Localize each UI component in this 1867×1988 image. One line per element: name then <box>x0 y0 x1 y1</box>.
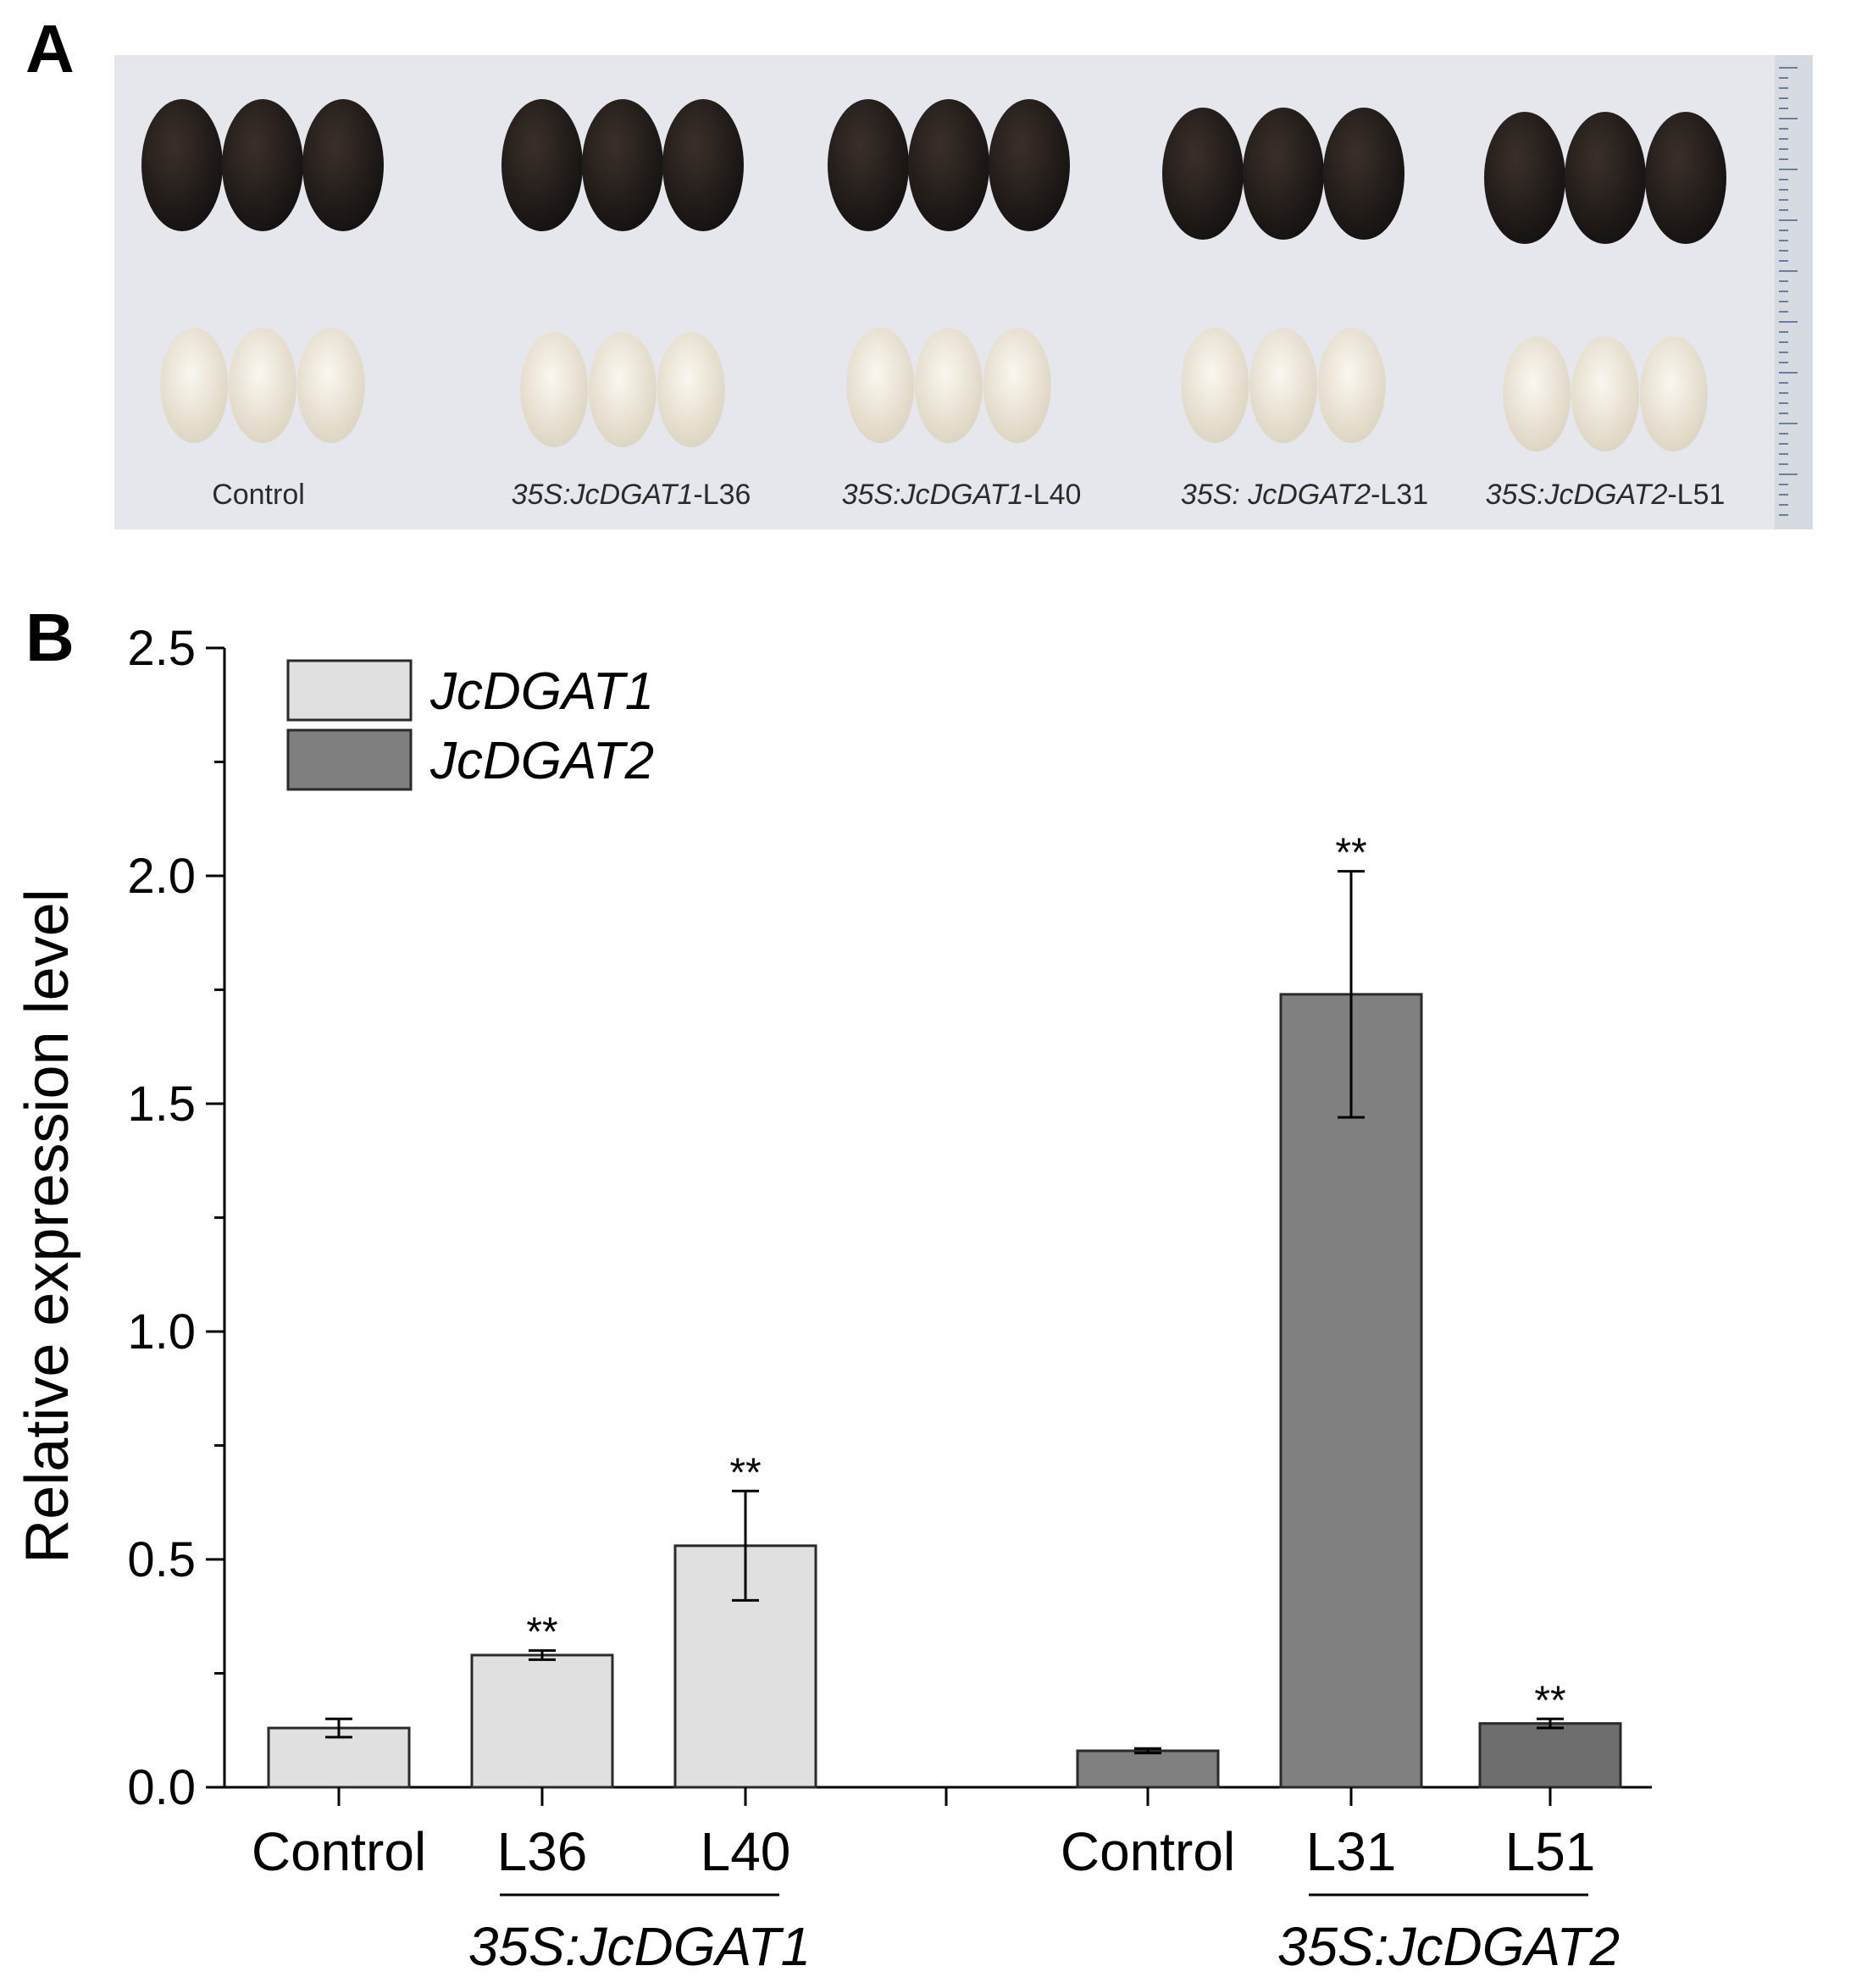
kernel-2-1 <box>520 332 589 447</box>
kernel-4-3 <box>1317 328 1386 443</box>
seed-images <box>141 99 1726 451</box>
y-tick-label: 1.0 <box>127 1304 196 1359</box>
significance-marker-6: ** <box>1534 1678 1565 1723</box>
seed-coat-1-1 <box>141 99 223 231</box>
kernel-3-1 <box>846 328 915 443</box>
x-tick-label-5: L31 <box>1306 1821 1397 1882</box>
seed-coat-2-1 <box>501 99 583 231</box>
legend-label-1: JcDGAT1 <box>429 662 654 721</box>
photo-label-4: 35S: JcDGAT2-L31 <box>1181 479 1428 511</box>
significance-marker-3: ** <box>729 1450 761 1495</box>
group-label-2: 35S:JcDGAT2 <box>1277 1916 1620 1977</box>
kernel-4-1 <box>1181 328 1249 443</box>
seed-coat-3-2 <box>908 99 989 231</box>
legend-label-2: JcDGAT2 <box>429 732 654 790</box>
kernel-5-1 <box>1503 336 1571 451</box>
panel-a: A Control 35S:JcDGAT1-L36 35S:JcDGAT1-L40 3… <box>25 11 1813 529</box>
photo-label-2: 35S:JcDGAT1-L36 <box>512 479 751 511</box>
y-tick-label: 0.5 <box>127 1532 196 1587</box>
legend-swatch-1 <box>286 659 413 722</box>
photo-label-3: 35S:JcDGAT1-L40 <box>842 479 1082 511</box>
panel-b: B 0.0 0.5 1.0 1.5 2.0 2.5 Relative expression … <box>14 600 1652 1977</box>
kernel-1-1 <box>160 328 229 443</box>
bar-5 <box>1279 993 1423 1789</box>
seed-coat-3-3 <box>989 99 1070 231</box>
y-tick-label: 2.0 <box>127 849 196 904</box>
ruler-ticks <box>1779 67 1798 516</box>
photo-label-1: Control <box>212 479 305 511</box>
seed-coat-3-1 <box>828 99 909 231</box>
significance-marker-5: ** <box>1335 831 1366 876</box>
x-tick-label-4: Control <box>1061 1821 1235 1882</box>
x-tick-label-2: L36 <box>497 1821 588 1882</box>
kernel-1-2 <box>229 328 296 443</box>
x-tick-label-6: L51 <box>1505 1821 1596 1882</box>
seed-coat-4-2 <box>1243 108 1324 240</box>
seed-coat-5-1 <box>1484 112 1565 244</box>
kernel-3-3 <box>983 328 1051 443</box>
seed-coat-1-3 <box>302 99 384 231</box>
y-tick-label: 2.5 <box>127 621 196 676</box>
seed-coat-2-2 <box>582 99 663 231</box>
seed-coat-4-3 <box>1323 108 1404 240</box>
kernel-1-3 <box>296 328 365 443</box>
seed-coat-4-1 <box>1162 108 1244 240</box>
panel-b-label: B <box>25 600 75 675</box>
bar-2 <box>470 1653 614 1789</box>
group-label-1: 35S:JcDGAT1 <box>468 1916 811 1977</box>
seed-coat-5-3 <box>1645 112 1726 244</box>
legend-swatch-2 <box>286 728 413 791</box>
bar-chart: 0.0 0.5 1.0 1.5 2.0 2.5 Relative expression le… <box>14 621 1652 1977</box>
seed-coat-2-3 <box>662 99 744 231</box>
kernel-5-3 <box>1639 336 1708 451</box>
x-tick-label-1: Control <box>252 1821 426 1882</box>
bar-6 <box>1478 1722 1622 1789</box>
kernel-4-2 <box>1249 328 1317 443</box>
x-tick-label-3: L40 <box>701 1821 791 1882</box>
significance-marker-2: ** <box>526 1610 557 1655</box>
bar-4 <box>1076 1749 1220 1789</box>
kernel-2-3 <box>656 332 725 447</box>
seed-coat-5-2 <box>1565 112 1646 244</box>
y-tick-label: 1.5 <box>127 1077 196 1132</box>
kernel-2-2 <box>589 332 656 447</box>
seed-coat-1-2 <box>222 99 303 231</box>
panel-a-label: A <box>25 11 75 86</box>
y-axis-label: Relative expression level <box>14 889 81 1563</box>
photo-label-5: 35S:JcDGAT2-L51 <box>1486 479 1726 511</box>
y-tick-label: 0.0 <box>127 1760 196 1815</box>
photo-labels: Control 35S:JcDGAT1-L36 35S:JcDGAT1-L40 35S… <box>212 479 1725 511</box>
kernel-3-2 <box>915 328 983 443</box>
kernel-5-2 <box>1571 336 1639 451</box>
